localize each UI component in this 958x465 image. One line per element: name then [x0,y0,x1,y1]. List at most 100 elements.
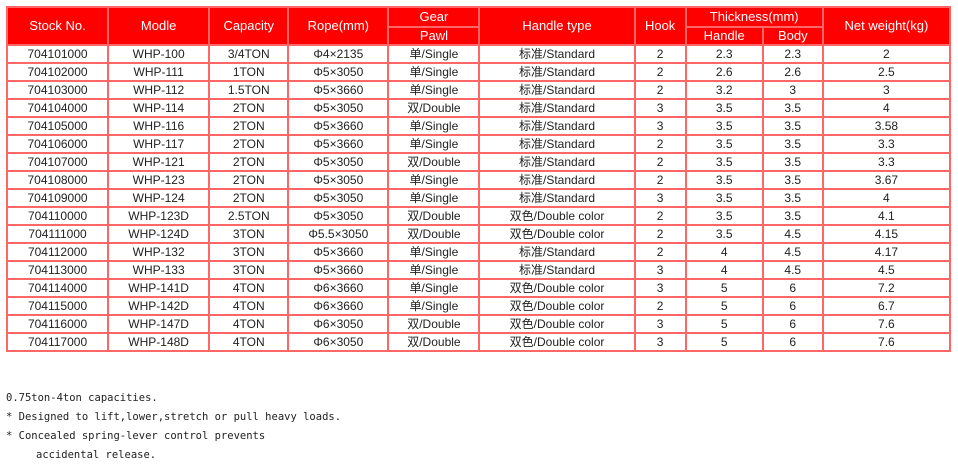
cell-hook: 2 [633,296,687,316]
cell-hook: 2 [633,170,687,190]
note: 0.75ton-4ton capacities. [6,392,158,404]
table-row: 704117000 WHP-148D 4TON Φ6×3050 双/Double 双色/D… [5,332,952,352]
cell-capacity: 4TON [208,296,290,316]
cell-hook: 3 [633,98,687,118]
note: accidental release. [36,449,157,461]
cell-handle-thickness: 5 [684,296,764,316]
table-row: 704110000 WHP-123D 2.5TON Φ5×3050 双/Double 双色… [5,206,952,226]
cell-handle-thickness: 3.5 [684,188,764,208]
cell-handle-type: 标准/Standard [478,152,636,172]
cell-net-weight: 4 [821,98,952,118]
cell-model: WHP-121 [107,152,211,172]
note: * Designed to lift,lower,stretch or pull… [6,411,342,423]
table-row: 704101000 WHP-100 3/4TON Φ4×2135 单/Single 标准/… [5,44,952,64]
cell-body-thickness: 4.5 [761,242,824,262]
cell-model: WHP-142D [107,296,211,316]
cell-handle-type: 标准/Standard [478,134,636,154]
cell-rope: Φ4×2135 [287,44,390,64]
cell-handle-type: 标准/Standard [478,188,636,208]
cell-pawl: 单/Single [387,296,481,316]
cell-handle-thickness: 2.6 [684,62,764,82]
cell-net-weight: 7.6 [821,332,952,352]
cell-hook: 2 [633,134,687,154]
cell-handle-thickness: 3.5 [684,206,764,226]
cell-rope: Φ5×3660 [287,260,390,280]
cell-stock-no: 704107000 [5,152,110,172]
cell-stock-no: 704112000 [5,242,110,262]
cell-capacity: 3TON [208,242,290,262]
cell-handle-thickness: 3.5 [684,224,764,244]
cell-rope: Φ5.5×3050 [287,224,390,244]
cell-handle-thickness: 4 [684,260,764,280]
cell-handle-type: 双色/Double color [478,206,636,226]
cell-net-weight: 3.3 [821,152,952,172]
cell-hook: 3 [633,260,687,280]
header-handle-type: Handle type [478,6,636,46]
header-body: Body [761,26,824,46]
table-row: 704111000 WHP-124D 3TON Φ5.5×3050 双/Double 双色… [5,224,952,244]
cell-stock-no: 704104000 [5,98,110,118]
cell-pawl: 双/Double [387,206,481,226]
cell-handle-type: 双色/Double color [478,278,636,298]
cell-capacity: 3TON [208,224,290,244]
cell-handle-type: 标准/Standard [478,62,636,82]
cell-pawl: 单/Single [387,116,481,136]
cell-hook: 2 [633,80,687,100]
cell-capacity: 2TON [208,116,290,136]
cell-capacity: 3/4TON [208,44,290,64]
cell-stock-no: 704105000 [5,116,110,136]
cell-hook: 3 [633,332,687,352]
cell-model: WHP-123 [107,170,211,190]
cell-model: WHP-112 [107,80,211,100]
cell-capacity: 2TON [208,188,290,208]
table-row: 704108000 WHP-123 2TON Φ5×3050 单/Single 标准/St… [5,170,952,190]
table-row: 704102000 WHP-111 1TON Φ5×3050 单/Single 标准/St… [5,62,952,82]
cell-net-weight: 3.67 [821,170,952,190]
cell-handle-thickness: 3.5 [684,116,764,136]
cell-net-weight: 2 [821,44,952,64]
cell-body-thickness: 6 [761,314,824,334]
cell-model: WHP-133 [107,260,211,280]
spec-table: Stock No. Modle Capacity Rope(mm) Gear H… [5,6,952,352]
cell-rope: Φ5×3660 [287,242,390,262]
header-weight: Net weight(kg) [821,6,952,46]
cell-capacity: 4TON [208,314,290,334]
cell-net-weight: 7.2 [821,278,952,298]
cell-capacity: 2TON [208,134,290,154]
cell-stock-no: 704102000 [5,62,110,82]
cell-stock-no: 704110000 [5,206,110,226]
cell-handle-type: 标准/Standard [478,170,636,190]
table-row: 704114000 WHP-141D 4TON Φ6×3660 单/Single 双色/D… [5,278,952,298]
cell-rope: Φ6×3050 [287,332,390,352]
cell-stock-no: 704108000 [5,170,110,190]
header-handle: Handle [684,26,764,46]
cell-rope: Φ5×3050 [287,170,390,190]
cell-model: WHP-116 [107,116,211,136]
cell-net-weight: 6.7 [821,296,952,316]
cell-net-weight: 4.15 [821,224,952,244]
cell-pawl: 双/Double [387,224,481,244]
cell-handle-thickness: 3.5 [684,152,764,172]
cell-body-thickness: 3 [761,80,824,100]
cell-body-thickness: 6 [761,332,824,352]
cell-body-thickness: 3.5 [761,116,824,136]
cell-hook: 2 [633,44,687,64]
cell-net-weight: 4.17 [821,242,952,262]
cell-body-thickness: 6 [761,296,824,316]
cell-model: WHP-124 [107,188,211,208]
cell-model: WHP-114 [107,98,211,118]
cell-body-thickness: 6 [761,278,824,298]
cell-handle-thickness: 3.5 [684,170,764,190]
cell-model: WHP-132 [107,242,211,262]
cell-capacity: 4TON [208,278,290,298]
cell-body-thickness: 2.6 [761,62,824,82]
cell-pawl: 单/Single [387,44,481,64]
header-pawl: Pawl [387,26,481,46]
cell-rope: Φ5×3050 [287,62,390,82]
cell-rope: Φ5×3050 [287,152,390,172]
cell-body-thickness: 3.5 [761,134,824,154]
cell-rope: Φ5×3660 [287,80,390,100]
cell-model: WHP-124D [107,224,211,244]
cell-pawl: 双/Double [387,332,481,352]
cell-handle-thickness: 5 [684,314,764,334]
